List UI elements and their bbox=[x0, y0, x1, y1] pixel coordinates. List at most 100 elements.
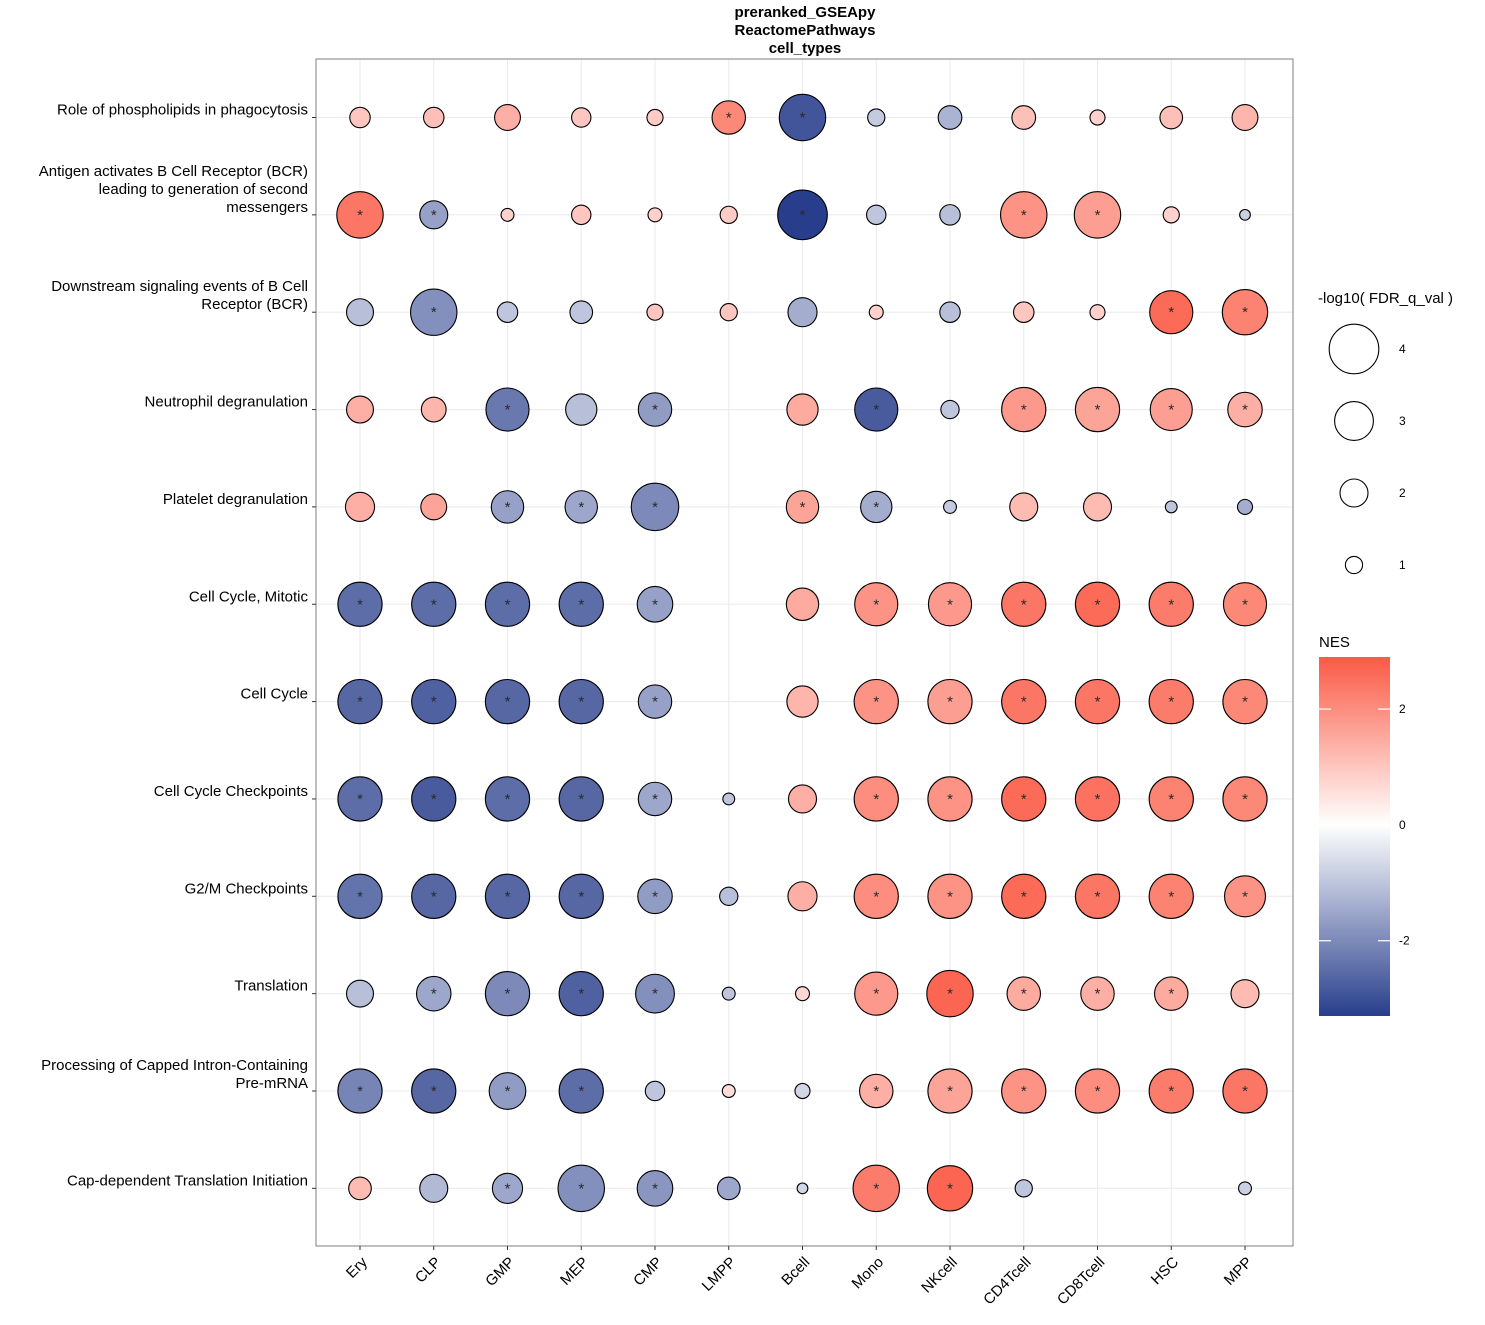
data-point bbox=[860, 490, 893, 524]
data-point bbox=[647, 207, 663, 223]
data-point bbox=[1230, 979, 1260, 1009]
significance-mark: * bbox=[431, 791, 437, 808]
data-point bbox=[410, 288, 458, 336]
x-tick-label: CD8Tcell bbox=[1054, 1254, 1108, 1308]
color-bar-label: -2 bbox=[1399, 934, 1410, 948]
significance-mark: * bbox=[873, 1180, 879, 1197]
significance-mark: * bbox=[1242, 596, 1248, 613]
data-point bbox=[927, 678, 973, 725]
significance-mark: * bbox=[357, 791, 363, 808]
data-point bbox=[411, 678, 457, 725]
significance-mark: * bbox=[1168, 596, 1174, 613]
data-point bbox=[1148, 776, 1194, 822]
data-point bbox=[1222, 1068, 1268, 1114]
significance-mark: * bbox=[431, 304, 437, 321]
data-point bbox=[1074, 776, 1121, 822]
significance-mark: * bbox=[1242, 694, 1248, 711]
data-point bbox=[1222, 678, 1268, 725]
y-tick-label: Neutrophil degranulation bbox=[145, 394, 308, 411]
significance-mark: * bbox=[431, 1083, 437, 1100]
size-legend-label: 4 bbox=[1399, 342, 1406, 356]
data-point bbox=[348, 1176, 372, 1201]
x-tick-label: LMPP bbox=[699, 1254, 740, 1295]
significance-mark: * bbox=[578, 499, 584, 516]
data-point bbox=[558, 873, 604, 919]
data-point bbox=[719, 205, 738, 225]
significance-mark: * bbox=[873, 1083, 879, 1100]
data-point bbox=[496, 301, 519, 323]
significance-mark: * bbox=[357, 207, 363, 224]
panel-background bbox=[316, 59, 1293, 1246]
x-tick-label: NKcell bbox=[918, 1254, 961, 1297]
significance-mark: * bbox=[578, 1180, 584, 1197]
significance-mark: * bbox=[726, 110, 732, 127]
data-point bbox=[419, 1173, 449, 1203]
data-point bbox=[337, 873, 383, 919]
data-point bbox=[484, 581, 531, 627]
data-point bbox=[344, 491, 376, 522]
significance-mark: * bbox=[1168, 986, 1174, 1003]
x-tick-label: Mono bbox=[849, 1254, 888, 1293]
y-tick-label: Cell Cycle bbox=[240, 686, 308, 703]
data-point bbox=[557, 1164, 605, 1213]
significance-mark: * bbox=[1021, 1083, 1027, 1100]
data-point bbox=[488, 1072, 527, 1110]
data-point bbox=[337, 581, 383, 627]
data-point bbox=[787, 881, 818, 912]
data-point bbox=[491, 1172, 524, 1204]
data-point bbox=[345, 298, 375, 327]
data-point bbox=[420, 493, 448, 521]
significance-mark: * bbox=[800, 110, 806, 127]
data-point bbox=[711, 100, 746, 135]
y-tick-label-line: Downstream signaling events of B Cell bbox=[51, 278, 308, 295]
data-point bbox=[637, 781, 673, 817]
y-tick-label-line: Translation bbox=[234, 978, 308, 995]
color-bar bbox=[1319, 657, 1390, 1016]
data-point bbox=[1149, 387, 1193, 432]
y-tick-label-line: Pre-mRNA bbox=[235, 1075, 308, 1092]
data-point bbox=[794, 1082, 811, 1100]
data-point bbox=[1006, 976, 1041, 1011]
y-tick-label: Processing of Capped Intron-Containing Pr… bbox=[41, 1057, 308, 1092]
data-point bbox=[1164, 500, 1178, 514]
significance-mark: * bbox=[1168, 694, 1174, 711]
significance-mark: * bbox=[947, 791, 953, 808]
data-point bbox=[1089, 109, 1106, 126]
data-point bbox=[1074, 581, 1121, 627]
data-point bbox=[500, 207, 515, 222]
x-axis-labels: Ery CLP GMP MEP CMP LMPP Bcell Mono NKcell CD4Tce… bbox=[343, 1246, 1256, 1308]
data-point bbox=[854, 387, 899, 432]
data-point bbox=[858, 1073, 894, 1109]
significance-mark: * bbox=[505, 596, 511, 613]
x-tick-label: CMP bbox=[630, 1254, 666, 1290]
significance-mark: * bbox=[1095, 986, 1101, 1003]
data-point bbox=[1014, 1179, 1033, 1198]
significance-mark: * bbox=[1168, 888, 1174, 905]
significance-mark: * bbox=[357, 1083, 363, 1100]
data-point bbox=[630, 482, 680, 532]
y-tick-label-line: Receptor (BCR) bbox=[201, 296, 308, 313]
plot-panel: * * * * * * * * * * * * * * * * * * * * * * * * * * * * * * * * * * * * * * * *… bbox=[315, 58, 1294, 1247]
significance-mark: * bbox=[1095, 596, 1101, 613]
data-point bbox=[1001, 678, 1047, 725]
significance-mark: * bbox=[1095, 888, 1101, 905]
data-point bbox=[1001, 1068, 1047, 1114]
panel-border bbox=[315, 58, 1294, 1247]
data-point bbox=[853, 776, 899, 822]
significance-mark: * bbox=[1168, 791, 1174, 808]
data-point bbox=[939, 204, 961, 226]
size-legend-label: 1 bbox=[1399, 558, 1406, 572]
data-point bbox=[721, 1084, 736, 1098]
data-point bbox=[1148, 1068, 1194, 1114]
data-point bbox=[854, 582, 899, 627]
data-point bbox=[722, 792, 736, 806]
data-point bbox=[1001, 581, 1047, 627]
significance-mark: * bbox=[873, 402, 879, 419]
color-legend-title: NES bbox=[1319, 634, 1350, 651]
data-point bbox=[411, 1068, 457, 1114]
significance-mark: * bbox=[431, 986, 437, 1003]
color-bar-label: 2 bbox=[1399, 702, 1406, 716]
data-point bbox=[927, 873, 973, 919]
significance-mark: * bbox=[800, 207, 806, 224]
y-tick-label: Platelet degranulation bbox=[163, 491, 308, 508]
